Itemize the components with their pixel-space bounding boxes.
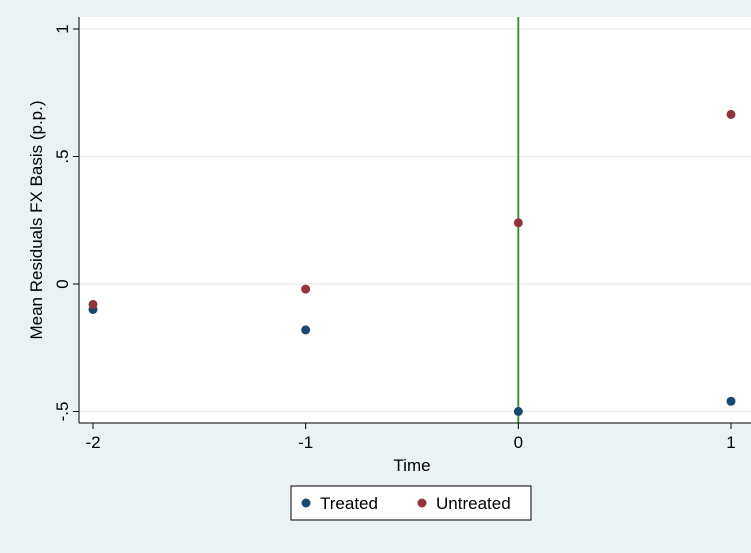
legend-box: [290, 485, 532, 521]
axis-layer: -.5 0 .5 1 -2 -1 0 1: [53, 17, 751, 452]
y-axis-label: Mean Residuals FX Basis (p.p.): [27, 100, 46, 339]
grid-layer: [79, 28, 751, 413]
y-tick-label: 1: [53, 24, 72, 33]
data-point-treated: [301, 325, 311, 335]
x-axis-label: Time: [393, 456, 430, 475]
x-tick-label: -2: [85, 433, 100, 452]
legend-label-treated: Treated: [320, 494, 378, 513]
y-tick-label: 0: [53, 279, 72, 288]
legend-items: Treated Untreated: [301, 494, 511, 513]
x-tick-label: 0: [514, 433, 523, 452]
points-layer: [88, 109, 736, 416]
x-tick-label: -1: [298, 433, 313, 452]
data-point-untreated: [513, 218, 523, 228]
y-tick-label: -.5: [53, 402, 72, 422]
legend: Treated Untreated: [290, 485, 532, 521]
data-point-treated: [513, 407, 523, 416]
data-point-untreated: [726, 109, 736, 119]
data-point-untreated: [301, 284, 311, 294]
data-point-treated: [726, 396, 736, 406]
plot-area: [79, 17, 751, 423]
legend-marker-treated: [301, 498, 311, 508]
legend-marker-untreated: [417, 498, 427, 508]
data-point-untreated: [88, 299, 98, 309]
legend-label-untreated: Untreated: [436, 494, 511, 513]
x-tick-label: 1: [726, 433, 735, 452]
y-tick-label: .5: [53, 149, 72, 163]
